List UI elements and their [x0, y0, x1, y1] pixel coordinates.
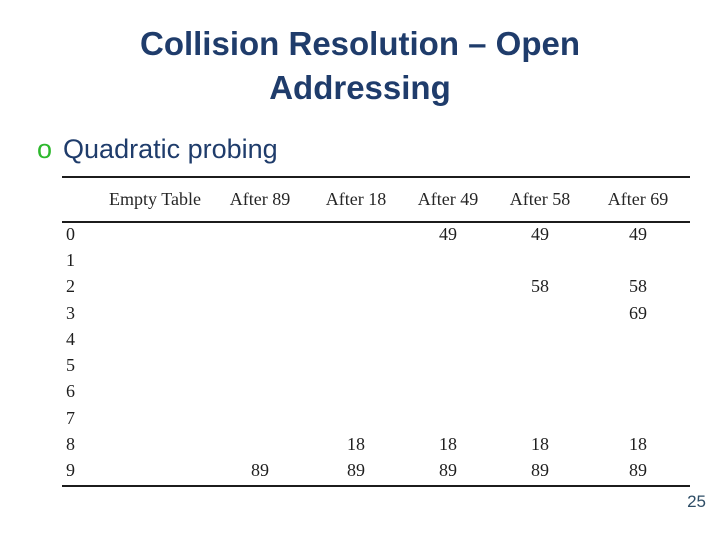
table-cell: 89 [531, 460, 549, 481]
table-cell [402, 405, 494, 431]
table-cell [210, 300, 310, 326]
column-header: After 69 [607, 189, 669, 209]
table-cell: 89 [251, 460, 269, 481]
table-cell [100, 300, 210, 326]
table-cell [210, 405, 310, 431]
column-header: Empty Table [109, 189, 201, 209]
table-cell [586, 352, 690, 378]
table-cell [100, 274, 210, 300]
table-cell [586, 379, 690, 405]
table-cell [100, 379, 210, 405]
table-cell: 58 [629, 276, 647, 297]
row-index: 1 [66, 249, 75, 270]
slide-title: Collision Resolution – Open Addressing [139, 25, 581, 106]
table-cell: 49 [439, 223, 457, 244]
table-cell: 89 [347, 460, 365, 481]
column-header: After 89 [229, 189, 291, 209]
row-index: 3 [66, 302, 75, 323]
table-cell [402, 247, 494, 273]
table-cell [310, 221, 402, 247]
table-cell [494, 326, 586, 352]
index-column-header [62, 178, 100, 221]
table-cell [586, 326, 690, 352]
table-cell: 18 [439, 434, 457, 455]
table-cell: 18 [531, 434, 549, 455]
hash-table: Empty Table After 89 After 18 After 49 After… [62, 178, 690, 484]
table-cell: 18 [347, 434, 365, 455]
page-number: 25 [687, 492, 706, 511]
table-cell [494, 352, 586, 378]
row-index: 7 [66, 407, 75, 428]
row-index: 6 [66, 381, 75, 402]
row-index: 2 [66, 276, 75, 297]
row-index: 5 [66, 355, 75, 376]
table-cell [210, 352, 310, 378]
table-cell [310, 326, 402, 352]
table-cell: 58 [531, 276, 549, 297]
table-cell [210, 221, 310, 247]
table-cell: 18 [629, 434, 647, 455]
column-header: After 18 [325, 189, 387, 209]
table-cell: 49 [629, 223, 647, 244]
table-cell [402, 379, 494, 405]
table-cell: 89 [629, 460, 647, 481]
table-cell [402, 300, 494, 326]
table-cell [494, 405, 586, 431]
table-top-rule [62, 176, 690, 178]
table-cell [310, 247, 402, 273]
table-cell [210, 326, 310, 352]
table-cell [402, 352, 494, 378]
table-cell [402, 326, 494, 352]
table-cell [210, 274, 310, 300]
bullet-item: o Quadratic probing [37, 133, 278, 165]
table-cell: 89 [439, 460, 457, 481]
table-cell: 49 [531, 223, 549, 244]
table-cell [210, 379, 310, 405]
table-cell [100, 458, 210, 484]
row-index: 9 [66, 460, 75, 481]
column-header: After 58 [509, 189, 571, 209]
table-header-rule [62, 221, 690, 223]
table-cell [100, 247, 210, 273]
table-cell [100, 405, 210, 431]
table-cell [100, 431, 210, 457]
table-cell [586, 247, 690, 273]
table-cell [100, 352, 210, 378]
table-cell [310, 300, 402, 326]
table-cell [494, 247, 586, 273]
table-cell [310, 405, 402, 431]
table-cell [402, 274, 494, 300]
table-bottom-rule [62, 485, 690, 487]
table-cell [310, 274, 402, 300]
table-cell [210, 247, 310, 273]
table-cell [310, 379, 402, 405]
table-cell [100, 221, 210, 247]
table-cell [210, 431, 310, 457]
table-cell [586, 405, 690, 431]
bullet-text: Quadratic probing [63, 134, 278, 164]
table-cell [494, 379, 586, 405]
table-cell [494, 300, 586, 326]
table-cell: 69 [629, 302, 647, 323]
column-header: After 49 [417, 189, 479, 209]
bullet-marker: o [37, 134, 53, 164]
row-index: 4 [66, 328, 75, 349]
hash-table-figure: Empty Table After 89 After 18 After 49 After… [62, 176, 690, 487]
table-cell [100, 326, 210, 352]
row-index: 8 [66, 434, 75, 455]
row-index: 0 [66, 223, 75, 244]
table-cell [310, 352, 402, 378]
